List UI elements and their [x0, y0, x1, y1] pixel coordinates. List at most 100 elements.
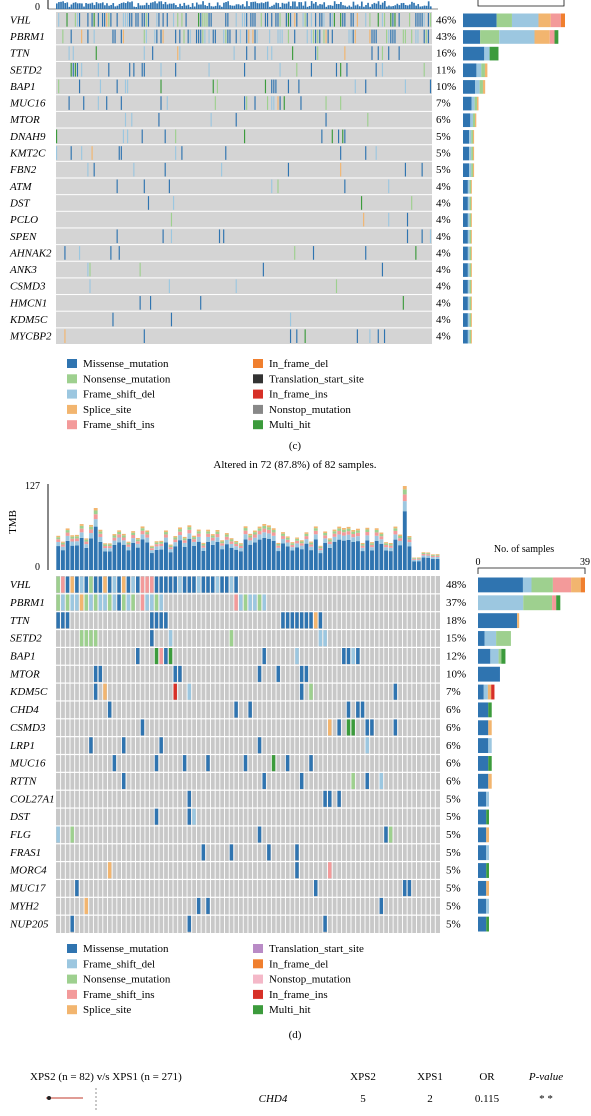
panel-c-row-sep	[56, 160, 432, 162]
panel-d-tmb-bar	[98, 531, 103, 534]
panel-c-cell	[129, 13, 131, 27]
panel-c-cell	[271, 13, 273, 27]
panel-c-side-segment	[463, 229, 468, 244]
panel-d-tmb-bar	[60, 541, 65, 543]
panel-d-tmb-bar	[351, 530, 356, 532]
panel-d-tmb-bar	[178, 527, 182, 530]
panel-d-tmb-bar	[295, 537, 300, 539]
panel-d-tmb-bar	[243, 526, 248, 529]
panel-d-cell	[79, 594, 84, 611]
panel-d-legend-swatch	[253, 959, 263, 969]
panel-d-tmb-bar	[224, 544, 229, 570]
panel-d-tmb-bar	[206, 531, 211, 534]
panel-c-tmb-bar	[304, 1, 307, 9]
panel-c-cell	[175, 129, 177, 144]
panel-d-tmb-bar	[341, 529, 346, 533]
panel-c-side-segment	[550, 13, 561, 28]
panel-c-tmb-bar	[120, 2, 123, 9]
panel-d-tmb-bar	[252, 530, 257, 533]
panel-c-cell	[371, 46, 373, 60]
panel-d-tmb-bar	[276, 544, 281, 546]
panel-d-tmb-bar	[318, 545, 323, 547]
panel-d-tmb-bar	[168, 552, 173, 570]
panel-d-cell	[201, 844, 206, 861]
panel-c-cell	[271, 96, 273, 110]
panel-d-tmb-bar	[407, 546, 412, 570]
panel-d-cell	[93, 683, 98, 700]
panel-c-tmb-bar	[110, 4, 112, 9]
panel-c-tmb-bar	[164, 1, 167, 9]
panel-c-cell	[164, 162, 166, 177]
panel-c-tmb-bar	[308, 5, 311, 9]
panel-c-cell	[354, 29, 356, 44]
panel-d-tmb-bar	[398, 545, 403, 570]
panel-d-side-segment	[488, 720, 492, 736]
panel-c-tmb-bar	[383, 1, 386, 9]
panel-c-cell	[423, 29, 425, 44]
panel-d-cell	[173, 665, 177, 682]
panel-d-cell	[89, 737, 93, 754]
panel-d-tmb-bar	[341, 535, 346, 541]
panel-c-cell	[78, 13, 81, 27]
panel-d-tmb-bar	[365, 535, 370, 541]
panel-c-cell	[315, 13, 317, 27]
panel-c-side-segment	[469, 279, 471, 294]
panel-c-tmb-bar	[377, 1, 380, 10]
panel-c-tmb-bar	[189, 6, 192, 9]
panel-c-cell	[101, 13, 104, 27]
panel-c-row-sep	[56, 294, 432, 296]
panel-c-row-sep	[56, 177, 432, 179]
panel-c-cell	[279, 96, 281, 110]
panel-d-row-sep	[56, 896, 440, 898]
panel-c-cell	[78, 246, 81, 260]
panel-d-cell	[206, 755, 210, 772]
panel-c-cell	[271, 79, 273, 94]
panel-d-legend-label: Frame_shift_ins	[83, 989, 155, 1001]
panel-d-tmb-bar	[252, 537, 257, 543]
panel-c-cell	[425, 29, 427, 44]
panel-d-tmb-bar	[351, 531, 356, 535]
panel-c-tmb-bar	[195, 2, 198, 9]
panel-c-side-segment	[484, 63, 488, 78]
panel-c-cell	[106, 96, 108, 110]
panel-d-tmb-bar	[149, 550, 154, 554]
panel-d-tmb-bar	[252, 534, 257, 538]
panel-d-cell	[84, 576, 88, 593]
panel-d-tmb-bar	[398, 534, 403, 536]
panel-d-tmb-bar	[388, 544, 393, 546]
panel-d-tmb-bar	[327, 538, 332, 540]
panel-c-pct-muc16: 7%	[436, 98, 451, 110]
panel-d-cell	[295, 844, 299, 861]
panel-d-tmb-bar	[402, 489, 407, 495]
panel-c-side-segment	[489, 46, 499, 61]
panel-c-cell	[246, 46, 248, 60]
panel-c-cell	[160, 62, 162, 77]
panel-c-cell	[317, 46, 319, 60]
panel-c-cell	[99, 79, 102, 94]
panel-c-side-segment	[467, 329, 470, 344]
panel-d-cell	[295, 648, 299, 665]
panel-c-cell	[340, 62, 342, 77]
panel-c-side-segment	[463, 213, 468, 227]
panel-d-tmb-bar	[248, 533, 253, 536]
panel-c-tmb-bar	[66, 2, 69, 9]
panel-c-cell	[371, 29, 373, 44]
panel-d-cell	[243, 755, 248, 772]
panel-c-cell	[76, 13, 79, 27]
panel-d-tmb-bar	[65, 532, 70, 536]
panel-d-tmb-bar	[238, 544, 243, 546]
panel-d-tmb-bar	[140, 534, 145, 540]
panel-c-pct-pbrm1: 43%	[436, 31, 456, 43]
panel-d-cell	[107, 862, 112, 879]
panel-d-tmb-bar	[257, 539, 262, 570]
panel-d-caption: (d)	[289, 1029, 302, 1041]
panel-d-cell	[234, 576, 238, 593]
panel-c-tmb-bar	[133, 6, 135, 9]
panel-c-tmb-bar	[139, 5, 142, 9]
panel-d-side-segment	[486, 916, 489, 932]
panel-c-tmb-bar	[62, 1, 64, 9]
panel-d-cell	[56, 612, 60, 629]
panel-d-tmb-bar	[388, 551, 393, 570]
panel-d-tmb-bar	[299, 549, 304, 570]
panel-c-cell	[381, 46, 384, 60]
